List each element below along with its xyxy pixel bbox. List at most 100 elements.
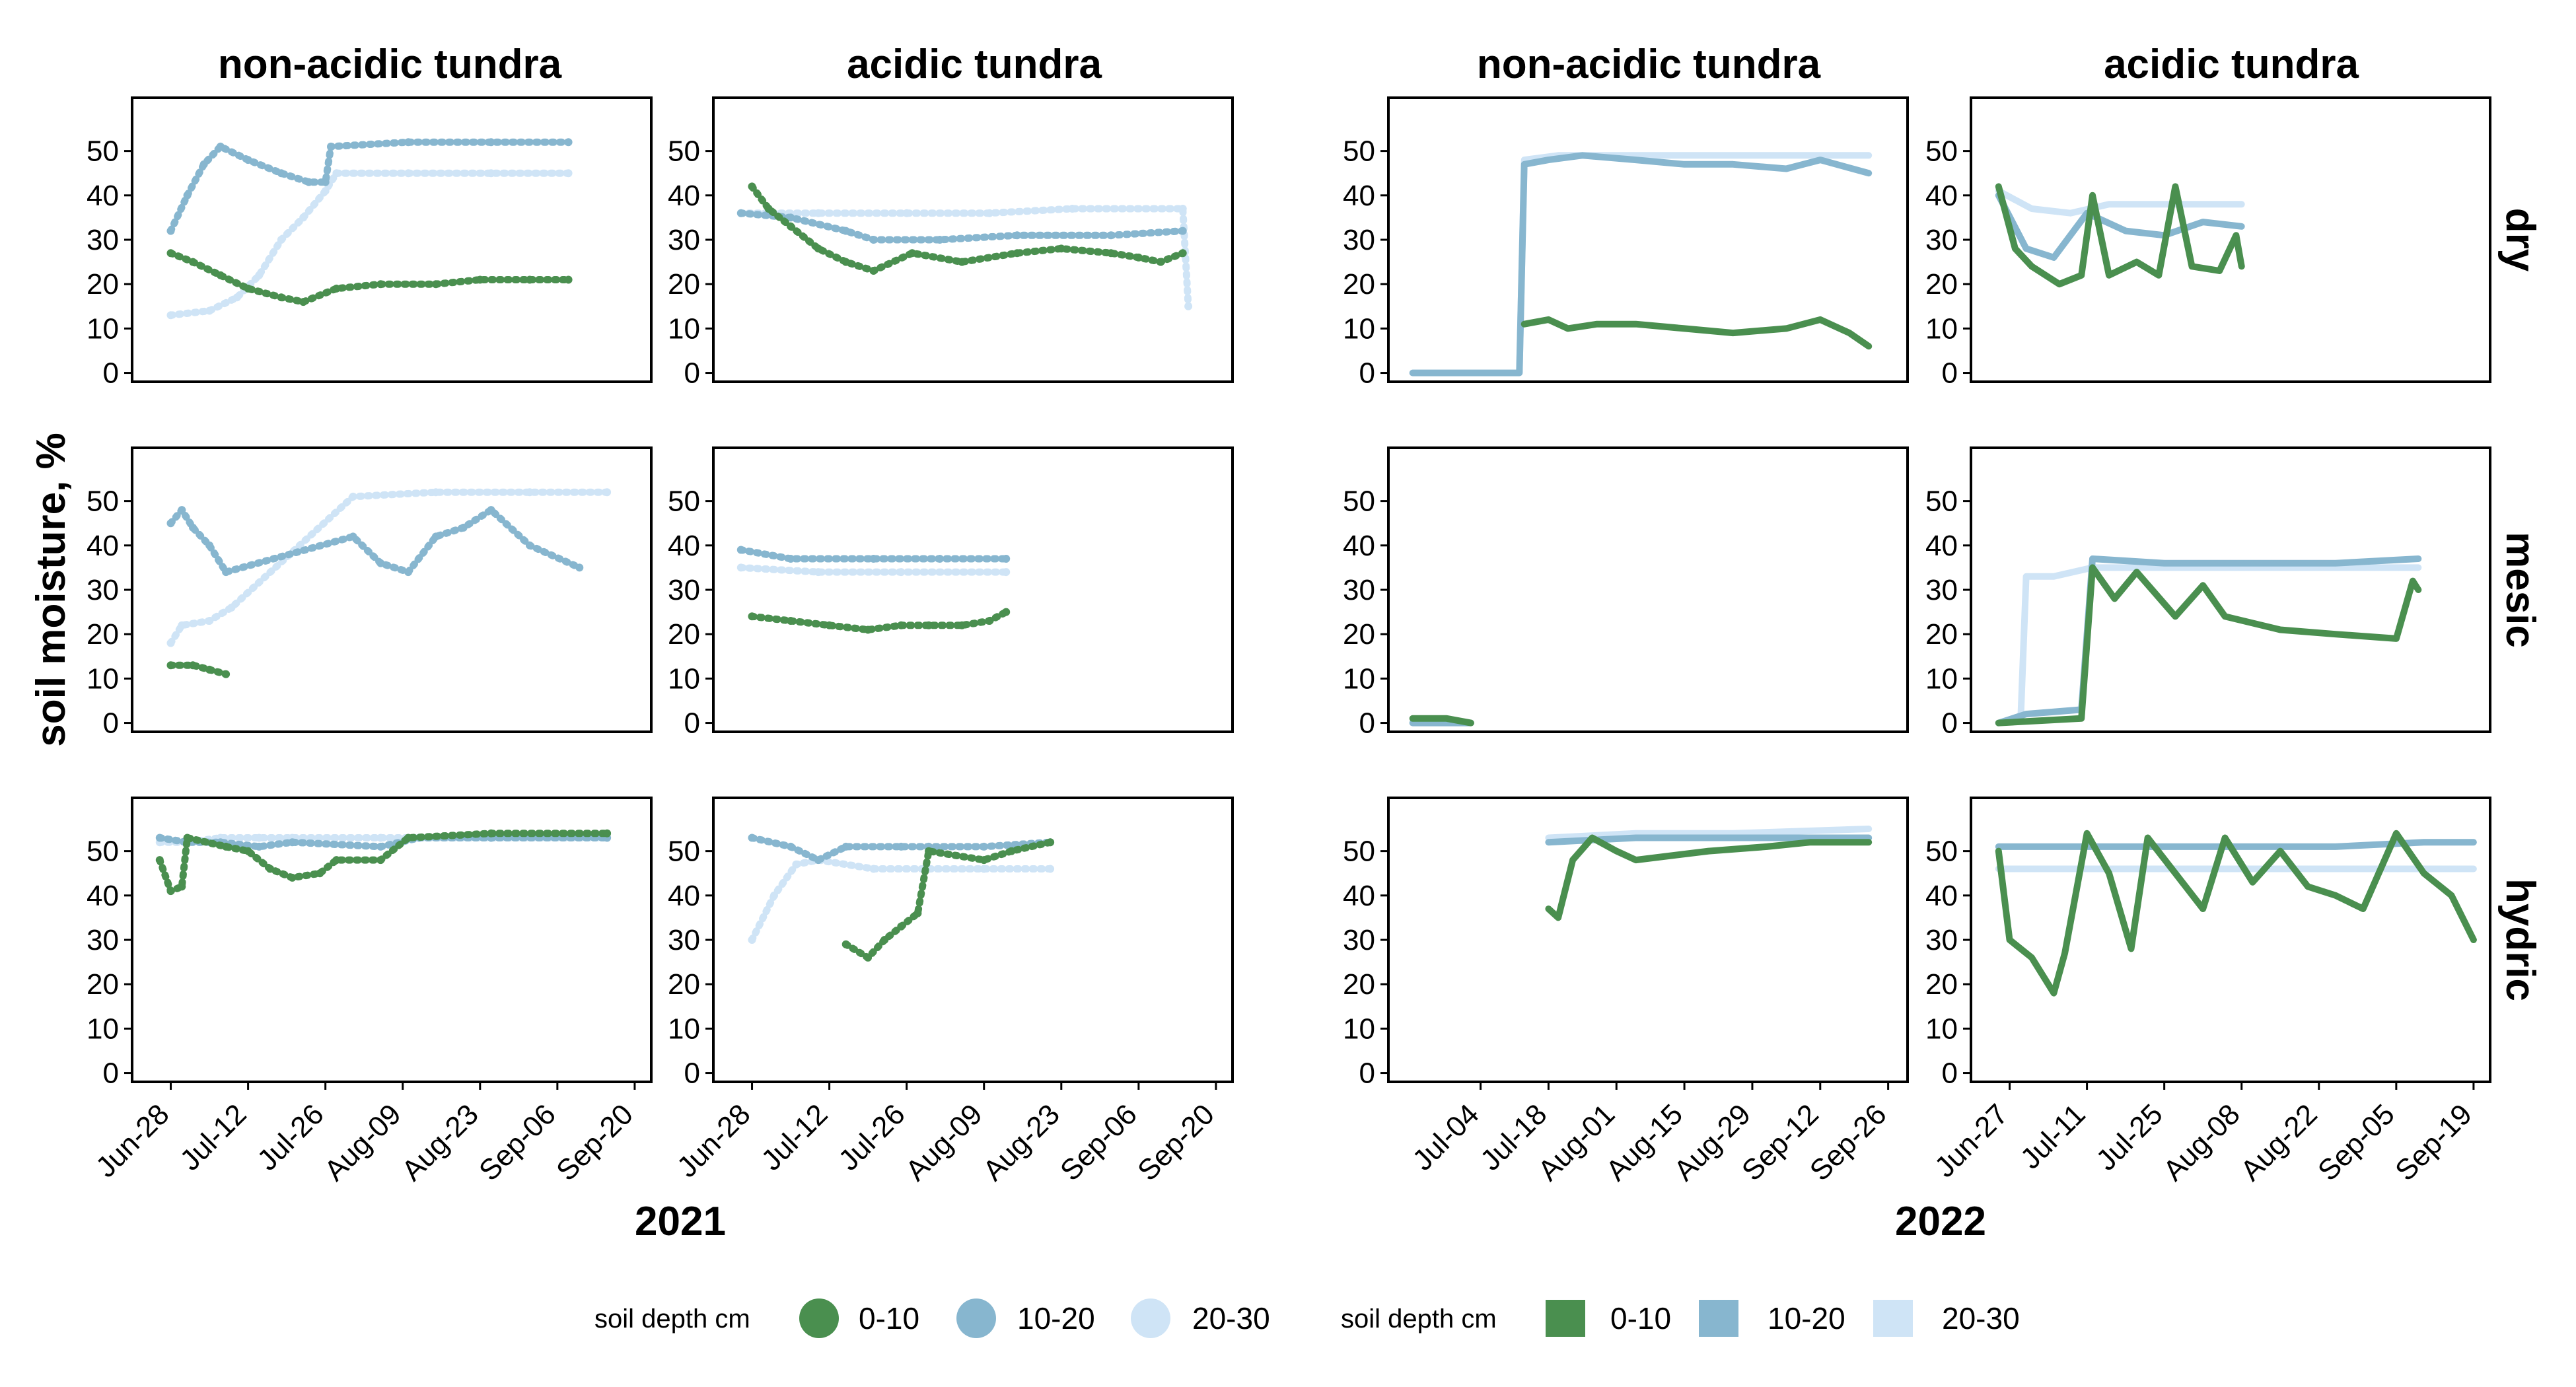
panel-2022-non-acidic-tundra-mesic-line-0-10	[1409, 715, 1474, 727]
panel-2022-acidic-tundra-hydric-ytick-label-10: 10	[1925, 1013, 1958, 1045]
panel-2021-acidic-tundra-dry-point-0-10-13	[1178, 249, 1187, 258]
panel-2021-acidic-tundra-mesic-point-20-30-2	[897, 568, 906, 577]
panel-2022-non-acidic-tundra-hydric-ytick-label-30: 30	[1343, 924, 1375, 956]
panel-2021-non-acidic-tundra-dry-point-0-10-5	[299, 298, 308, 306]
panel-2021-acidic-tundra-hydric-point-10-20-2	[814, 856, 822, 865]
panel-2022-acidic-tundra-dry-ytick-label-20: 20	[1925, 268, 1958, 301]
panel-2021-acidic-tundra-dry-point-0-10-8	[1013, 249, 1021, 258]
panel-2021-acidic-tundra-mesic-point-10-20-3	[935, 555, 944, 563]
panel-2022-acidic-tundra-mesic-line-0-10	[1995, 564, 2422, 727]
panel-2021-acidic-tundra-hydric-series-group	[748, 834, 1055, 962]
panel-2021-non-acidic-tundra-hydric-ytick-label-40: 40	[87, 880, 119, 912]
panel-2022-non-acidic-tundra-mesic-ytick-label-0: 0	[1359, 707, 1375, 740]
panel-2021-acidic-tundra-hydric-ytick-label-10: 10	[668, 1013, 700, 1045]
panel-2021-acidic-tundra-dry-point-10-20-1	[787, 213, 795, 222]
panel-2021-acidic-tundra-dry-point-0-10-11	[1134, 253, 1143, 262]
panel-2021-acidic-tundra-hydric-point-0-10-5	[925, 847, 933, 855]
legend-line-label-20-30: 20-30	[1942, 1301, 2020, 1335]
panel-2021-acidic-tundra-hydric-point-0-10-7	[1007, 847, 1016, 855]
panel-2021-non-acidic-tundra-hydric-point-0-10-11	[404, 834, 413, 842]
panel-2021-non-acidic-tundra-dry-point-0-10-9	[476, 275, 484, 284]
panel-2022-non-acidic-tundra-hydric-ytick-label-0: 0	[1359, 1057, 1375, 1090]
panel-2021-acidic-tundra-dry-point-20-30-5	[1178, 205, 1187, 213]
panel-2022-non-acidic-tundra-mesic-frame	[1387, 446, 1909, 733]
panel-2021-acidic-tundra-dry-point-0-10-4	[841, 258, 850, 266]
panel-2021-non-acidic-tundra-dry-point-20-30-9	[487, 169, 495, 178]
panel-2021-acidic-tundra-hydric-point-0-10-4	[913, 909, 922, 917]
panel-2021-non-acidic-tundra-mesic-ytick-label-40: 40	[87, 530, 119, 562]
panel-2021-non-acidic-tundra-dry-point-10-20-9	[404, 138, 413, 147]
panel-2022-acidic-tundra-mesic-ytick-label-20: 20	[1925, 618, 1958, 651]
panel-2022-acidic-tundra-hydric-xtick-label-Jul-11: Jul-11	[2015, 1098, 2092, 1175]
panel-2021-acidic-tundra-dry-ytick-label-30: 30	[668, 224, 700, 256]
panel-2022-non-acidic-tundra-dry: 0 10 20 30 40 50	[1343, 96, 1909, 390]
panel-2021-non-acidic-tundra-mesic-point-10-20-9	[459, 523, 468, 532]
panel-2021-acidic-tundra-mesic-ytick-label-40: 40	[668, 530, 700, 562]
panel-2022-non-acidic-tundra-dry-ytick-label-10: 10	[1343, 312, 1375, 345]
panel-2021-acidic-tundra-dry: 0 10 20 30 40 50	[668, 96, 1234, 390]
column-label-2022-non-acidic: non-acidic tundra	[1477, 42, 1821, 87]
panel-2021-acidic-tundra-hydric-points-20-30	[748, 856, 1054, 944]
panel-2022-non-acidic-tundra-mesic-ytick-label-20: 20	[1343, 618, 1375, 651]
panel-2021-acidic-tundra-hydric: 01020304050Jun-28Jul-12Jul-26Aug-09Aug-2…	[668, 797, 1234, 1187]
panel-2022-non-acidic-tundra-mesic-ytick-label-10: 10	[1343, 662, 1375, 695]
panel-2021-non-acidic-tundra-mesic-point-0-10-2	[205, 665, 214, 674]
panel-2021-acidic-tundra-mesic-point-10-20-4	[1002, 555, 1011, 563]
row-label-dry: dry	[2497, 208, 2543, 272]
panel-2021-acidic-tundra-dry-point-0-10-1	[764, 205, 773, 213]
panel-2021-non-acidic-tundra-mesic-point-0-10-3	[222, 670, 231, 678]
panel-2021-non-acidic-tundra-hydric-point-0-10-5	[244, 847, 252, 855]
panel-2021-acidic-tundra-mesic-ytick-label-10: 10	[668, 662, 700, 695]
panel-2021-non-acidic-tundra-dry-point-0-10-7	[376, 280, 385, 289]
panel-2021-non-acidic-tundra-mesic-point-10-20-8	[431, 532, 440, 541]
legend-point-label-20-30: 20-30	[1192, 1301, 1270, 1335]
panel-2022-non-acidic-tundra-hydric-xtick-label-Aug-01: Aug-01	[1532, 1098, 1621, 1187]
panel-2022-non-acidic-tundra-hydric-ytick-label-10: 10	[1343, 1013, 1375, 1045]
panel-2022-acidic-tundra-dry-line-0-10	[1995, 183, 2245, 288]
panel-2021-non-acidic-tundra-dry-point-20-30-6	[321, 187, 330, 196]
panel-2022-acidic-tundra-hydric-ytick-label-40: 40	[1925, 880, 1958, 912]
panel-2022-non-acidic-tundra-hydric-xtick-label-Aug-29: Aug-29	[1668, 1098, 1757, 1187]
panel-2021-acidic-tundra-hydric-xtick-label-Sep-06: Sep-06	[1054, 1098, 1143, 1187]
panel-2022-non-acidic-tundra-mesic-ytick-label-40: 40	[1343, 530, 1375, 562]
panel-2021-non-acidic-tundra-dry-ytick-label-50: 50	[87, 135, 119, 168]
panel-2022-non-acidic-tundra-hydric-ytick-label-20: 20	[1343, 968, 1375, 1001]
panel-2021-acidic-tundra-dry-ytick-label-40: 40	[668, 180, 700, 212]
legend-point-key-20-30	[1131, 1298, 1170, 1338]
panel-2021-non-acidic-tundra-hydric-ytick-label-30: 30	[87, 924, 119, 956]
panel-2021-acidic-tundra-hydric-point-20-30-7	[1046, 865, 1055, 873]
panel-2021-non-acidic-tundra-mesic-point-20-30-0	[166, 639, 175, 647]
panel-2022-non-acidic-tundra-hydric-line-0-10	[1545, 834, 1873, 921]
panel-2022-acidic-tundra-dry-ytick-label-40: 40	[1925, 180, 1958, 212]
panel-2021-non-acidic-tundra-hydric-point-0-10-1	[166, 887, 175, 896]
panel-2021-non-acidic-tundra-mesic-series-group	[166, 488, 612, 678]
panel-2021-non-acidic-tundra-mesic-point-20-30-6	[526, 488, 534, 497]
panel-2022-acidic-tundra-hydric-series-group	[1995, 830, 2477, 997]
legend-line-label-10-20: 10-20	[1768, 1301, 1845, 1335]
panel-2021-non-acidic-tundra-mesic-ytick-label-0: 0	[103, 707, 119, 740]
panel-2022-non-acidic-tundra-mesic-series-group	[1409, 715, 1474, 727]
panel-2021-acidic-tundra-dry-point-0-10-12	[1157, 258, 1165, 266]
panel-2021-acidic-tundra-mesic-point-0-10-3	[864, 625, 873, 634]
panel-2021-non-acidic-tundra-dry-ytick-label-0: 0	[103, 357, 119, 390]
panel-2021-acidic-tundra-hydric-point-20-30-2	[792, 860, 801, 869]
panel-2022-non-acidic-tundra-dry-line-0-10	[1521, 316, 1873, 350]
panel-2021-non-acidic-tundra-mesic-point-10-20-11	[526, 541, 534, 550]
panel-2021-non-acidic-tundra-hydric-point-0-10-10	[376, 856, 385, 865]
panel-2021-non-acidic-tundra-hydric-point-0-10-4	[222, 842, 231, 851]
legend-point-label-10-20: 10-20	[1017, 1301, 1095, 1335]
panel-2021-non-acidic-tundra-mesic-point-10-20-2	[189, 523, 197, 532]
panel-2022-non-acidic-tundra-dry-series-group	[1409, 152, 1873, 376]
panel-2021-non-acidic-tundra-hydric-xtick-label-Sep-06: Sep-06	[473, 1098, 562, 1187]
panel-2021-non-acidic-tundra-mesic-point-20-30-1	[178, 621, 186, 629]
panel-2021-non-acidic-tundra-dry-point-10-20-5	[277, 169, 285, 178]
panel-2021-non-acidic-tundra-hydric-point-0-10-6	[266, 865, 274, 873]
panel-2022-acidic-tundra-hydric-xtick-label-Jun-27: Jun-27	[1929, 1098, 2015, 1184]
panel-2021-non-acidic-tundra-mesic-ytick-label-20: 20	[87, 618, 119, 651]
panel-2021-non-acidic-tundra-mesic-point-10-20-6	[376, 559, 385, 567]
panel-2022-acidic-tundra-mesic-ytick-label-10: 10	[1925, 662, 1958, 695]
panel-2021-acidic-tundra-mesic-ytick-label-0: 0	[684, 707, 700, 740]
panel-2021-non-acidic-tundra-mesic-point-10-20-5	[349, 532, 357, 541]
panel-2021-acidic-tundra-dry-point-0-10-9	[1057, 244, 1065, 253]
panel-2021-acidic-tundra-dry-point-0-10-0	[748, 182, 756, 191]
